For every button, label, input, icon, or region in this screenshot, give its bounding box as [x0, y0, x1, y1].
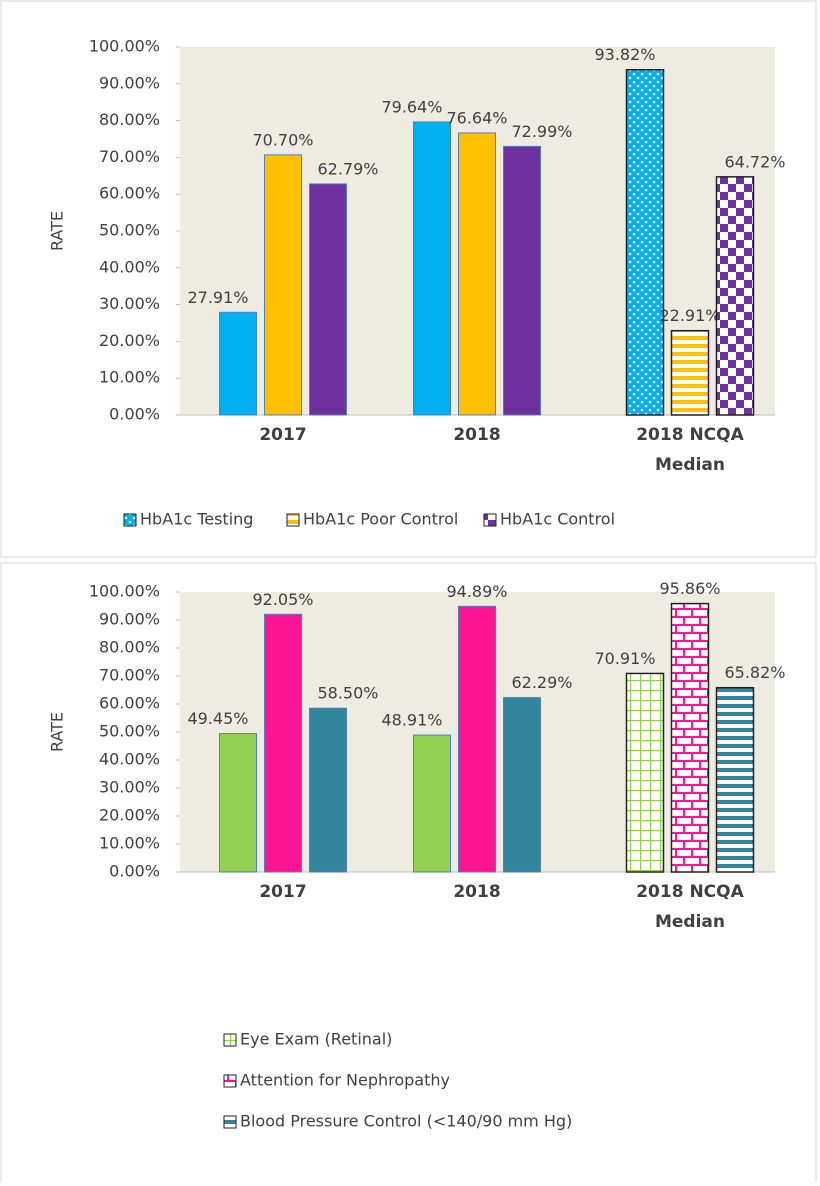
y-tick-label: 30.00% — [99, 778, 160, 797]
y-tick-label: 50.00% — [99, 722, 160, 741]
data-label: 49.45% — [187, 709, 248, 728]
bar — [219, 311, 257, 416]
y-tick-label: 90.00% — [99, 610, 160, 629]
y-tick-label: 90.00% — [99, 73, 160, 92]
bar — [219, 733, 257, 873]
y-tick-label: 20.00% — [99, 331, 160, 350]
data-label: 48.91% — [381, 711, 442, 730]
chart-frame — [0, 0, 817, 558]
legend-swatch — [286, 513, 300, 527]
x-tick-wrap: 2017 — [259, 882, 307, 902]
bar — [715, 686, 755, 873]
legend-label: HbA1c Control — [500, 510, 615, 529]
legend-swatch — [223, 1074, 237, 1088]
data-label: 64.72% — [724, 152, 785, 171]
bar — [625, 68, 665, 416]
bar — [670, 602, 710, 873]
data-label: 22.91% — [659, 306, 720, 325]
bar — [264, 613, 302, 873]
bar — [458, 605, 496, 873]
y-tick-label: 60.00% — [99, 694, 160, 713]
y-tick-label: 10.00% — [99, 834, 160, 853]
bar — [503, 145, 541, 416]
data-label: 65.82% — [724, 663, 785, 682]
bar — [715, 176, 755, 416]
bar — [413, 121, 451, 416]
legend-label: HbA1c Poor Control — [303, 510, 458, 529]
y-tick-label: 80.00% — [99, 110, 160, 129]
data-label: 62.79% — [317, 159, 378, 178]
bar — [625, 672, 665, 873]
data-label: 72.99% — [511, 122, 572, 141]
y-tick-label: 30.00% — [99, 294, 160, 313]
x-tick-wrap: 2017 — [259, 425, 307, 445]
y-tick-label: 70.00% — [99, 666, 160, 685]
bar — [413, 734, 451, 873]
y-tick-label: 100.00% — [89, 582, 160, 601]
x-tick-label: 2017 — [259, 425, 307, 445]
data-label: 70.70% — [252, 130, 313, 149]
y-tick-label: 70.00% — [99, 147, 160, 166]
bar — [264, 154, 302, 416]
legend-swatch — [223, 1115, 237, 1129]
legend-swatch — [483, 513, 497, 527]
legend-swatch — [123, 513, 137, 527]
data-label: 92.05% — [252, 590, 313, 609]
x-tick-label: 2017 — [259, 882, 307, 902]
y-tick-label: 0.00% — [109, 405, 160, 424]
bar — [458, 132, 496, 416]
y-tick-label: 40.00% — [99, 257, 160, 276]
x-tick-label: 2018 NCQA Median — [636, 882, 744, 932]
bar — [309, 183, 347, 416]
data-label: 62.29% — [511, 673, 572, 692]
x-tick-wrap: 2018 — [453, 882, 501, 902]
legend-label: Blood Pressure Control (<140/90 mm Hg) — [240, 1112, 572, 1131]
y-tick-label: 40.00% — [99, 750, 160, 769]
data-label: 79.64% — [381, 97, 442, 116]
legend-swatch — [223, 1033, 237, 1047]
y-tick-label: 100.00% — [89, 37, 160, 56]
bar — [670, 329, 710, 416]
data-label: 58.50% — [317, 684, 378, 703]
data-label: 70.91% — [594, 649, 655, 668]
legend-label: Attention for Nephropathy — [240, 1071, 450, 1090]
y-tick-label: 0.00% — [109, 862, 160, 881]
y-tick-label: 60.00% — [99, 184, 160, 203]
y-tick-label: 10.00% — [99, 368, 160, 387]
data-label: 95.86% — [659, 579, 720, 598]
x-tick-wrap: 2018 — [453, 425, 501, 445]
x-tick-label: 2018 — [453, 425, 501, 445]
x-tick-label: 2018 NCQA Median — [636, 425, 744, 475]
data-label: 93.82% — [594, 45, 655, 64]
bar — [309, 707, 347, 873]
chart-frame — [0, 562, 817, 1186]
data-label: 27.91% — [187, 288, 248, 307]
y-tick-label: 80.00% — [99, 638, 160, 657]
data-label: 76.64% — [446, 108, 507, 127]
x-tick-wrap: 2018 NCQA Median — [636, 882, 744, 932]
x-tick-label: 2018 — [453, 882, 501, 902]
data-label: 94.89% — [446, 582, 507, 601]
y-tick-label: 20.00% — [99, 806, 160, 825]
bar — [503, 697, 541, 873]
legend-label: Eye Exam (Retinal) — [240, 1030, 392, 1049]
legend-label: HbA1c Testing — [140, 510, 253, 529]
y-axis-label: RATE — [48, 211, 67, 251]
y-tick-label: 50.00% — [99, 221, 160, 240]
y-axis-label: RATE — [48, 712, 67, 752]
x-tick-wrap: 2018 NCQA Median — [636, 425, 744, 475]
